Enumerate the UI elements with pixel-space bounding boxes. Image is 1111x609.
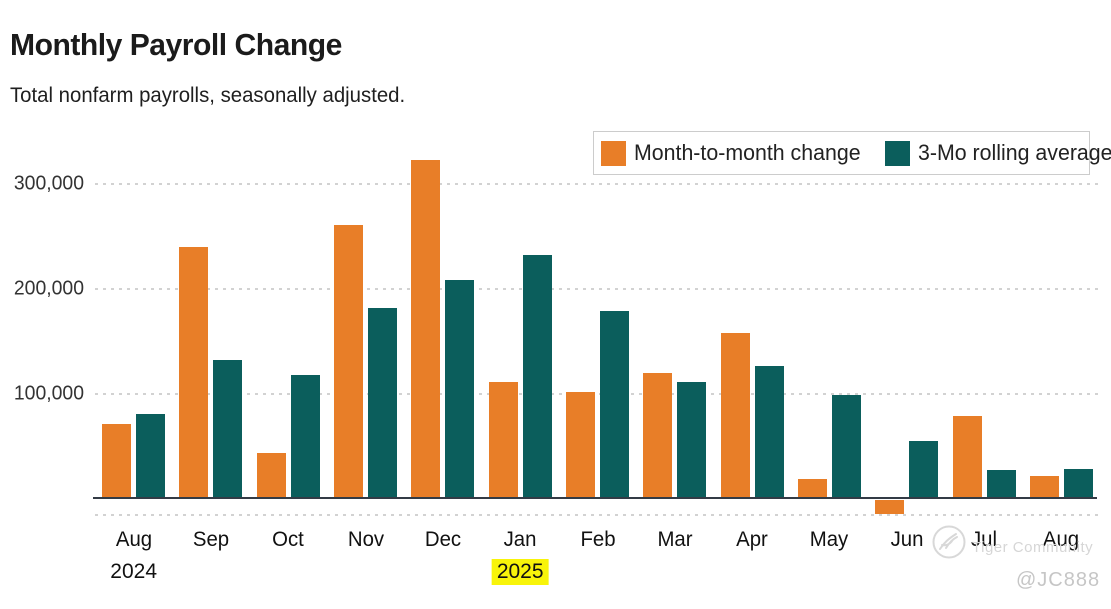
bar-m2m-jul-2025 xyxy=(952,416,982,499)
bar-m2m-jun-2025 xyxy=(875,500,905,514)
bar-m2m-aug-2024 xyxy=(102,424,132,499)
gridline-200000 xyxy=(95,288,1100,290)
bar-roll3mo-sep-2024 xyxy=(213,360,243,499)
x-axis-month-label: Oct xyxy=(272,528,305,551)
x-axis-month-label: Mar xyxy=(657,528,693,551)
x-axis-month-label: Nov xyxy=(347,528,384,551)
bar-roll3mo-jul-2025 xyxy=(986,469,1016,499)
legend-label-rolling-average: 3-Mo rolling average xyxy=(917,140,1111,165)
chart-subtitle: Total nonfarm payrolls, seasonally adjus… xyxy=(10,84,406,107)
x-axis-month-label: Feb xyxy=(579,528,616,551)
chart-title: Monthly Payroll Change xyxy=(10,27,342,62)
x-axis-year-label: 2024 xyxy=(110,560,157,583)
bar-m2m-may-2025 xyxy=(797,479,827,499)
bar-roll3mo-jun-2025 xyxy=(909,441,939,499)
legend-swatch-rolling-average-icon xyxy=(884,140,910,166)
x-axis-year-label: 2025 xyxy=(491,559,549,585)
bar-m2m-oct-2024 xyxy=(256,452,286,499)
x-axis-month-label: Jul xyxy=(970,528,998,551)
legend-item-rolling-average: 3-Mo rolling average xyxy=(884,140,1111,166)
bar-roll3mo-jan-2025 xyxy=(522,255,552,499)
bar-m2m-sep-2024 xyxy=(179,247,209,499)
x-axis-baseline xyxy=(93,497,1097,499)
gridline-100000 xyxy=(95,393,1100,395)
bar-roll3mo-aug-2025 xyxy=(1063,468,1093,499)
x-axis-month-label: May xyxy=(810,528,849,551)
x-axis-month-label: Dec xyxy=(424,528,461,551)
tiger-logo-icon xyxy=(932,525,966,559)
legend: Month-to-month change 3-Mo rolling avera… xyxy=(593,131,1111,175)
x-axis-month-label: Aug xyxy=(115,528,152,551)
bar-m2m-aug-2025 xyxy=(1029,475,1059,499)
bar-roll3mo-mar-2025 xyxy=(677,382,707,499)
bar-m2m-dec-2024 xyxy=(411,159,441,499)
bar-m2m-apr-2025 xyxy=(720,333,750,499)
bar-roll3mo-may-2025 xyxy=(831,395,861,499)
legend-label-month-change: Month-to-month change xyxy=(634,140,861,165)
bar-m2m-mar-2025 xyxy=(643,373,673,499)
bar-roll3mo-aug-2024 xyxy=(136,413,166,499)
bar-m2m-feb-2025 xyxy=(566,391,595,499)
gridline-300000 xyxy=(95,183,1100,185)
watermark-handle-text: @JC888 xyxy=(1016,569,1101,591)
x-axis-month-label: Sep xyxy=(192,528,230,551)
x-axis-month-label: Jan xyxy=(503,528,537,551)
watermark-brand-text: Tiger Community xyxy=(972,539,1094,556)
bar-roll3mo-oct-2024 xyxy=(290,375,320,499)
y-axis-tick-label: 100,000 xyxy=(13,382,85,405)
legend-item-month-change: Month-to-month change xyxy=(601,140,868,166)
x-axis-month-label: Aug xyxy=(1043,528,1080,551)
legend-swatch-month-change-icon xyxy=(601,140,626,166)
plot-bottom-dashed-line xyxy=(95,514,1100,516)
bar-roll3mo-dec-2024 xyxy=(445,279,475,499)
bar-roll3mo-apr-2025 xyxy=(754,365,784,499)
y-axis-tick-label: 300,000 xyxy=(13,172,85,195)
bar-m2m-jan-2025 xyxy=(488,382,518,499)
x-axis-month-label: Apr xyxy=(736,528,768,551)
y-axis-tick-label: 200,000 xyxy=(13,277,85,300)
bar-m2m-nov-2024 xyxy=(334,224,364,499)
bar-roll3mo-feb-2025 xyxy=(600,311,629,499)
x-axis-month-label: Jun xyxy=(890,528,924,551)
bar-roll3mo-nov-2024 xyxy=(368,307,398,499)
